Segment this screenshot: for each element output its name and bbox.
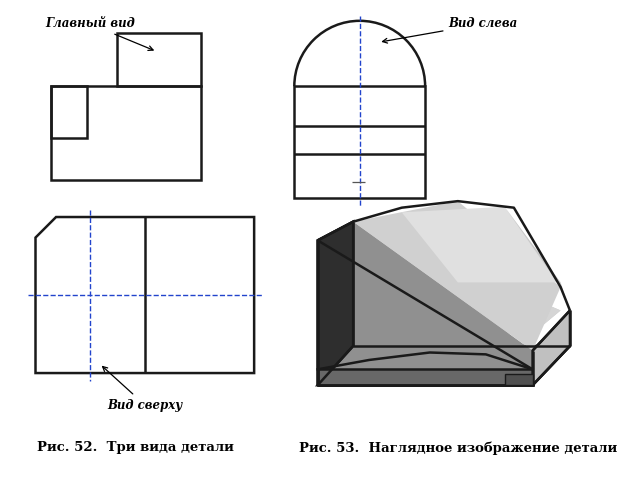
Polygon shape <box>532 311 570 385</box>
Polygon shape <box>317 222 353 385</box>
Polygon shape <box>317 222 532 369</box>
Polygon shape <box>317 346 570 385</box>
Polygon shape <box>504 374 532 385</box>
Polygon shape <box>317 222 561 334</box>
Polygon shape <box>504 207 570 311</box>
Polygon shape <box>317 367 532 385</box>
Text: Рис. 52.  Три вида детали: Рис. 52. Три вида детали <box>37 441 234 454</box>
Polygon shape <box>317 369 532 385</box>
Polygon shape <box>317 222 561 334</box>
Text: Вид сверху: Вид сверху <box>102 367 182 411</box>
Polygon shape <box>402 207 561 282</box>
Text: Вид слева: Вид слева <box>383 17 518 43</box>
Text: Рис. 53.  Наглядное изображение детали: Рис. 53. Наглядное изображение детали <box>299 441 617 455</box>
Polygon shape <box>353 201 561 350</box>
Polygon shape <box>317 222 353 385</box>
Text: Главный вид: Главный вид <box>45 17 153 50</box>
